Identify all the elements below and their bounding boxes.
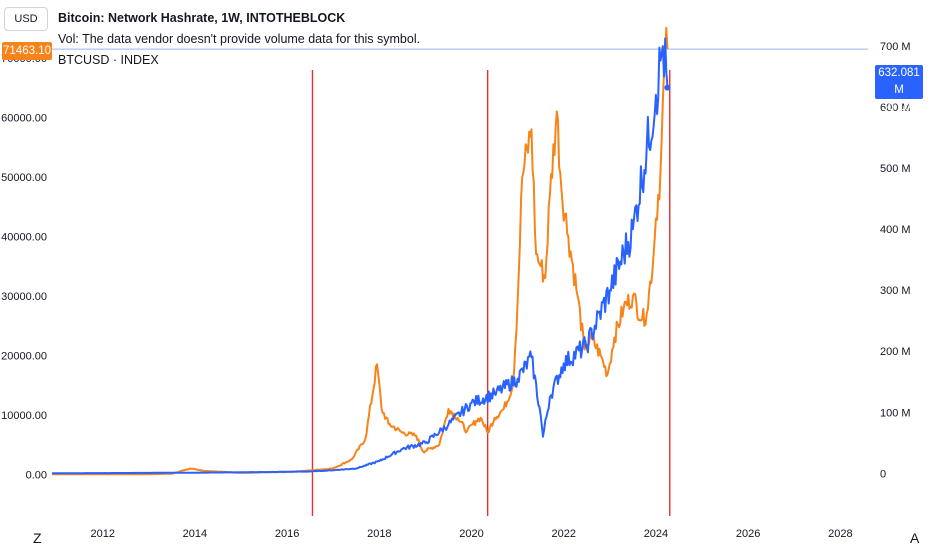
left-tick-label: 30000.00 — [1, 291, 47, 303]
left-tick-label: 20000.00 — [1, 350, 47, 362]
right-tick-label: 600 M — [880, 102, 911, 114]
auto-scale-right-button[interactable]: A — [910, 530, 920, 546]
hashrate-tag: 632.081 M 3d 10h — [875, 65, 923, 113]
bar-countdown: 3d 10h — [881, 101, 917, 113]
btcusd-price-line — [51, 26, 669, 476]
x-tick-label: 2020 — [459, 528, 483, 540]
hashrate-last-point — [664, 84, 671, 91]
volume-note: Vol: The data vendor doesn't provide vol… — [58, 32, 421, 46]
x-tick-label: 2028 — [828, 528, 852, 540]
hashrate-line — [52, 37, 669, 475]
currency-button[interactable]: USD — [4, 7, 48, 31]
left-tick-label: 10000.00 — [1, 410, 47, 422]
x-tick-label: 2026 — [736, 528, 760, 540]
right-tick-label: 700 M — [880, 41, 911, 53]
auto-scale-left-button[interactable]: Z — [33, 530, 42, 546]
symbol-label: BTCUSD · INDEX — [58, 53, 159, 67]
x-tick-label: 2022 — [551, 528, 575, 540]
x-tick-label: 2018 — [367, 528, 391, 540]
left-tick-label: 40000.00 — [1, 231, 47, 243]
hashrate-value: 632.081 M — [878, 67, 920, 96]
right-tick-label: 0 — [880, 468, 886, 480]
right-tick-label: 400 M — [880, 224, 911, 236]
right-tick-label: 200 M — [880, 346, 911, 358]
x-tick-label: 2012 — [90, 528, 114, 540]
right-tick-label: 500 M — [880, 163, 911, 175]
chart-title: Bitcoin: Network Hashrate, 1W, INTOTHEBL… — [58, 11, 346, 25]
x-tick-label: 2016 — [275, 528, 299, 540]
x-tick-label: 2024 — [644, 528, 668, 540]
left-tick-label: 60000.00 — [1, 112, 47, 124]
chart-legend: Bitcoin: Network Hashrate, 1W, INTOTHEBL… — [58, 8, 420, 71]
left-tick-label: 0.00 — [26, 469, 47, 481]
right-tick-label: 300 M — [880, 285, 911, 297]
left-tick-label: 50000.00 — [1, 172, 47, 184]
last-price-tag: 71463.10 — [2, 42, 52, 60]
x-tick-label: 2014 — [183, 528, 207, 540]
right-tick-label: 100 M — [880, 407, 911, 419]
